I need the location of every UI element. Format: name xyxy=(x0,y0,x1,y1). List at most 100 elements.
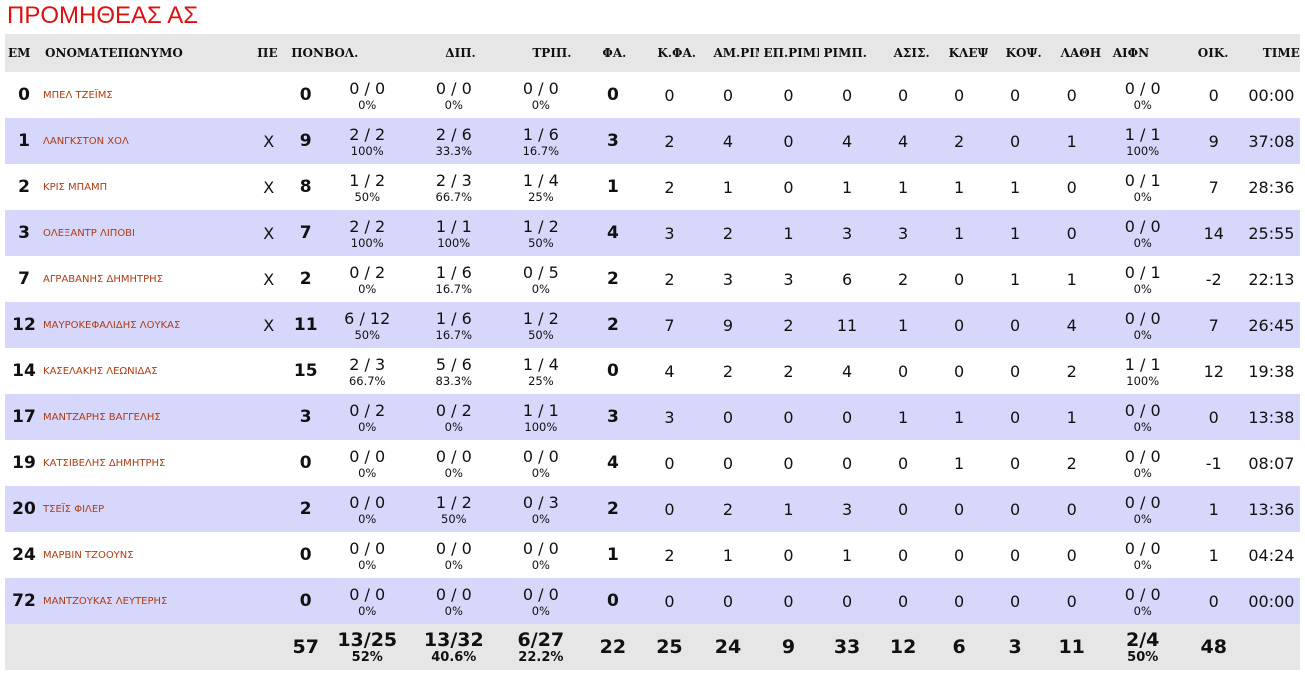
assists: 1 xyxy=(897,407,909,427)
assists: 0 xyxy=(897,85,909,105)
efficiency: 1 xyxy=(1208,545,1219,565)
minutes: 26:45 xyxy=(1248,315,1295,335)
player-number: 0 xyxy=(18,85,30,105)
off-rebounds: 0 xyxy=(783,131,794,151)
header-starter: ΠΕ xyxy=(257,46,278,60)
starter-mark xyxy=(250,440,287,486)
turnovers: 0 xyxy=(1066,591,1077,611)
minutes: 00:00 xyxy=(1248,85,1295,105)
player-number: 1 xyxy=(18,131,30,151)
header-two-pointers: ΔΙΠ. xyxy=(445,46,476,60)
turnovers: 1 xyxy=(1066,131,1077,151)
steals: 0 xyxy=(954,499,965,519)
turnovers: 0 xyxy=(1066,177,1077,197)
player-row: 24 ΜΑΡΒΙΝ ΤΖΟΟΥΝΣ 0 0 / 0 0% 0 / 0 0% 0 / 0 0% 1 2… xyxy=(5,532,1300,578)
two-pointers: 2 / 3 66.7% xyxy=(435,170,473,204)
rebounds: 3 xyxy=(841,499,853,519)
points: 0 xyxy=(299,545,312,565)
turnovers: 0 xyxy=(1066,85,1077,105)
assists: 1 xyxy=(897,177,909,197)
player-number: 12 xyxy=(12,315,36,335)
three-pointers: 1 / 4 25% xyxy=(522,354,559,388)
field-goals: 2 / 3 66.7% xyxy=(348,354,386,388)
fouls-drawn: 0 xyxy=(664,499,675,519)
steals: 0 xyxy=(954,545,965,565)
player-number: 3 xyxy=(18,223,30,243)
off-rebounds: 0 xyxy=(783,545,794,565)
fouls-drawn: 0 xyxy=(664,453,675,473)
three-pointers: 0 / 3 0% xyxy=(522,492,559,526)
efficiency: 7 xyxy=(1208,177,1219,197)
aifn: 0 / 0 0% xyxy=(1124,492,1161,526)
player-name[interactable]: ΚΑΣΕΛΑΚΗΣ ΛΕΩΝΙΔΑΣ xyxy=(43,365,158,377)
off-rebounds: 3 xyxy=(783,269,794,289)
fouls: 0 xyxy=(606,361,619,381)
assists: 3 xyxy=(897,223,909,243)
total-steals: 6 xyxy=(952,636,966,658)
efficiency: 1 xyxy=(1208,499,1219,519)
starter-mark: X xyxy=(263,223,275,243)
player-name[interactable]: ΜΑΡΒΙΝ ΤΖΟΟΥΝΣ xyxy=(43,549,134,561)
two-pointers: 0 / 0 0% xyxy=(435,78,472,112)
blocks: 0 xyxy=(1010,131,1021,151)
aifn: 1 / 1 100% xyxy=(1124,124,1161,158)
fouls-drawn: 2 xyxy=(664,177,675,197)
blocks: 0 xyxy=(1010,361,1021,381)
rebounds: 1 xyxy=(841,545,853,565)
off-rebounds: 0 xyxy=(783,407,794,427)
minutes: 22:13 xyxy=(1248,269,1295,289)
player-number: 2 xyxy=(18,177,30,197)
fouls: 0 xyxy=(606,591,619,611)
player-name[interactable]: ΚΑΤΣΙΒΕΛΗΣ ΔΗΜΗΤΡΗΣ xyxy=(43,457,166,469)
starter-mark xyxy=(250,394,287,440)
blocks: 0 xyxy=(1010,315,1021,335)
team-title: ΠΡΟΜΗΘΕΑΣ ΑΣ xyxy=(7,2,199,29)
player-name[interactable]: ΜΑΝΤΖΟΥΚΑΣ ΛΕΥΤΕΡΗΣ xyxy=(43,595,168,607)
starter-mark: X xyxy=(263,177,275,197)
total-three-pointers: 6/27 22.2% xyxy=(517,628,565,665)
fouls-drawn: 4 xyxy=(664,361,675,381)
turnovers: 1 xyxy=(1066,269,1077,289)
points: 15 xyxy=(293,361,318,381)
field-goals: 2 / 2 100% xyxy=(349,124,386,158)
def-rebounds: 0 xyxy=(722,453,734,473)
turnovers: 1 xyxy=(1066,407,1077,427)
player-name[interactable]: ΛΑΝΓΚΣΤΟΝ ΧΟΛ xyxy=(43,135,129,147)
turnovers: 0 xyxy=(1066,499,1077,519)
rebounds: 0 xyxy=(841,591,853,611)
three-pointers: 1 / 4 25% xyxy=(522,170,559,204)
header-def-rebounds: ΑΜ.ΡΙΜΠ. xyxy=(713,46,758,60)
player-name[interactable]: ΤΣΕΪΣ ΦΙΛΕΡ xyxy=(43,503,105,515)
header-points: ΠΟΝ. xyxy=(291,46,324,60)
three-pointers: 1 / 2 50% xyxy=(522,216,559,250)
rebounds: 0 xyxy=(841,85,853,105)
starter-mark xyxy=(250,486,287,532)
steals: 1 xyxy=(954,223,965,243)
player-name[interactable]: ΑΓΡΑΒΑΝΗΣ ΔΗΜΗΤΡΗΣ xyxy=(43,273,163,285)
minutes: 28:36 xyxy=(1248,177,1295,197)
box-score-table: ΕΜ ΟΝΟΜΑΤΕΠΩΝΥΜΟ ΠΕ ΠΟΝ. ΒΟΛ. ΔΙΠ. ΤΡΙΠ.… xyxy=(5,34,1300,670)
def-rebounds: 0 xyxy=(722,407,734,427)
player-row: 3 ΟΛΕΞΑΝΤΡ ΛΙΠΟΒΙ X 7 2 / 2 100% 1 / 1 100% 1 / … xyxy=(5,210,1300,256)
player-name[interactable]: ΜΠΕΛ ΤΖΕΪΜΣ xyxy=(43,89,113,101)
field-goals: 0 / 0 0% xyxy=(349,492,386,526)
player-number: 14 xyxy=(12,361,36,381)
header-turnovers: ΛΑΘΗ xyxy=(1060,46,1101,60)
player-name[interactable]: ΜΑΥΡΟΚΕΦΑΛΙΔΗΣ ΛΟΥΚΑΣ xyxy=(43,319,181,331)
aifn: 0 / 0 0% xyxy=(1124,400,1161,434)
rebounds: 11 xyxy=(836,315,858,335)
efficiency: 0 xyxy=(1208,591,1219,611)
def-rebounds: 1 xyxy=(722,545,734,565)
blocks: 0 xyxy=(1010,591,1021,611)
aifn: 0 / 1 0% xyxy=(1124,170,1161,204)
player-name[interactable]: ΚΡΙΣ ΜΠΑΜΠ xyxy=(43,181,108,193)
player-name[interactable]: ΜΑΝΤΖΑΡΗΣ ΒΑΓΓΕΛΗΣ xyxy=(43,411,161,423)
player-number: 17 xyxy=(12,407,36,427)
efficiency: 12 xyxy=(1203,361,1224,381)
player-name[interactable]: ΟΛΕΞΑΝΤΡ ΛΙΠΟΒΙ xyxy=(43,227,135,239)
off-rebounds: 1 xyxy=(783,223,794,243)
total-fouls: 22 xyxy=(599,636,627,658)
starter-mark xyxy=(250,578,287,624)
two-pointers: 1 / 6 16.7% xyxy=(435,308,473,342)
def-rebounds: 0 xyxy=(722,85,734,105)
